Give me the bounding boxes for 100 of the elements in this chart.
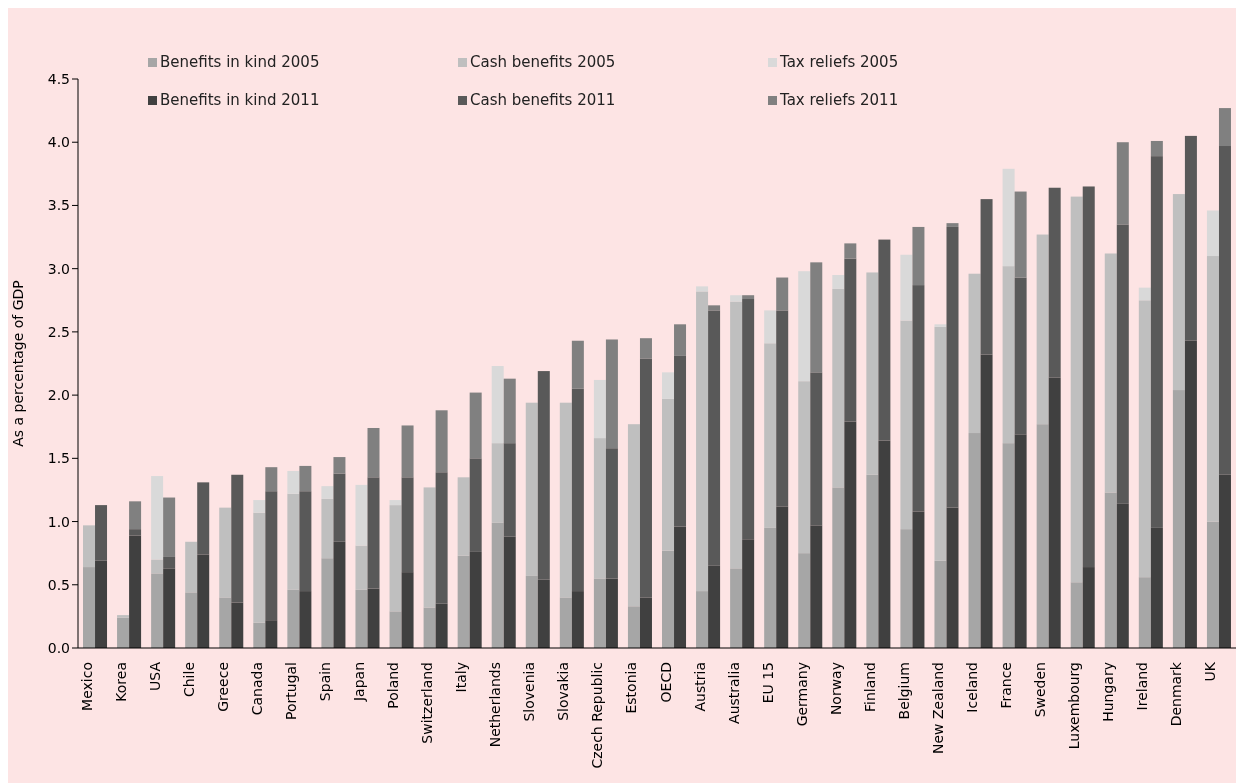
x-tick-label: Italy: [453, 662, 470, 693]
bar: [525, 402, 538, 576]
bar: [605, 448, 618, 579]
bar: [571, 591, 584, 648]
x-tick-label: Germany: [793, 662, 810, 727]
bar: [163, 556, 176, 569]
bar: [934, 326, 947, 561]
bar: [1048, 187, 1061, 378]
bar: [934, 324, 947, 327]
x-tick-label: Finland: [861, 662, 878, 713]
x-tick-label: Czech Republic: [589, 662, 606, 769]
bar: [810, 372, 823, 526]
bar: [639, 597, 652, 648]
bar: [810, 262, 823, 373]
bar: [1116, 503, 1129, 648]
bar: [1138, 577, 1151, 648]
bar: [798, 553, 811, 648]
x-tick-label: EU 15: [759, 662, 776, 704]
bar: [299, 591, 312, 648]
bar: [367, 477, 380, 589]
bar: [571, 340, 584, 389]
bar: [1082, 567, 1095, 648]
x-tick-label: Canada: [248, 662, 265, 716]
bar: [219, 507, 232, 598]
bar: [503, 536, 516, 648]
bar: [1002, 266, 1015, 444]
legend-label: Tax reliefs 2011: [780, 91, 899, 109]
bar: [253, 512, 266, 623]
bar: [299, 491, 312, 592]
bar: [776, 277, 789, 311]
bar: [742, 539, 755, 648]
x-tick-label: Ireland: [1134, 662, 1151, 711]
bar: [457, 477, 470, 556]
bar: [968, 433, 981, 648]
bar: [900, 320, 913, 530]
bar: [730, 301, 743, 569]
bar: [163, 497, 176, 557]
x-tick-label: Belgium: [895, 662, 912, 720]
bar: [912, 511, 925, 648]
legend-label: Benefits in kind 2011: [160, 91, 320, 109]
bar: [878, 440, 891, 648]
bar: [537, 371, 550, 580]
x-tick-label: Austria: [691, 662, 708, 712]
bar: [469, 392, 482, 459]
bar: [1218, 474, 1231, 648]
bar: [401, 425, 414, 478]
bar: [798, 271, 811, 382]
x-tick-label: Estonia: [623, 662, 640, 714]
bar: [253, 500, 266, 513]
bar: [696, 591, 709, 648]
bar: [934, 560, 947, 648]
bar: [321, 558, 334, 648]
y-tick-label: 1.0: [47, 513, 70, 530]
bar: [708, 310, 721, 566]
bar: [491, 366, 504, 444]
bar: [129, 529, 142, 536]
x-tick-label: Mexico: [78, 662, 95, 711]
bar: [832, 274, 845, 289]
y-tick-label: 0.0: [47, 639, 70, 656]
bar: [878, 239, 891, 441]
bar: [696, 291, 709, 592]
bar: [1014, 191, 1027, 278]
bar: [593, 578, 606, 648]
bar: [355, 545, 368, 590]
bar: [742, 295, 755, 300]
bar: [1014, 434, 1027, 648]
bar: [662, 550, 674, 648]
bar: [1082, 186, 1095, 568]
bar: [1070, 196, 1083, 583]
bar: [980, 354, 993, 648]
bar: [742, 299, 755, 540]
bar: [708, 565, 721, 648]
x-tick-label: Greece: [214, 662, 231, 712]
bar: [900, 254, 913, 321]
legend-label: Benefits in kind 2005: [160, 53, 320, 71]
x-tick-label: Hungary: [1100, 662, 1117, 722]
bar: [764, 343, 777, 528]
bar: [639, 338, 652, 359]
y-tick-label: 2.0: [47, 387, 70, 404]
bar: [1172, 390, 1185, 648]
bar: [265, 491, 278, 621]
bar: [525, 575, 538, 648]
bar: [457, 555, 470, 648]
bar: [1070, 582, 1083, 648]
bar: [946, 507, 959, 648]
bar: [980, 199, 993, 355]
bar: [299, 465, 312, 492]
legend-label: Tax reliefs 2005: [780, 53, 899, 71]
bar: [674, 324, 687, 356]
x-tick-label: OECD: [657, 662, 674, 703]
bar: [844, 243, 857, 259]
bar: [503, 443, 516, 537]
x-tick-label: Poland: [385, 662, 402, 709]
bar: [151, 476, 164, 560]
x-tick-label: Portugal: [282, 662, 299, 720]
bar: [1138, 300, 1151, 578]
bar: [1036, 424, 1049, 648]
bar: [355, 589, 368, 648]
bar: [185, 541, 198, 593]
bar: [674, 526, 687, 648]
